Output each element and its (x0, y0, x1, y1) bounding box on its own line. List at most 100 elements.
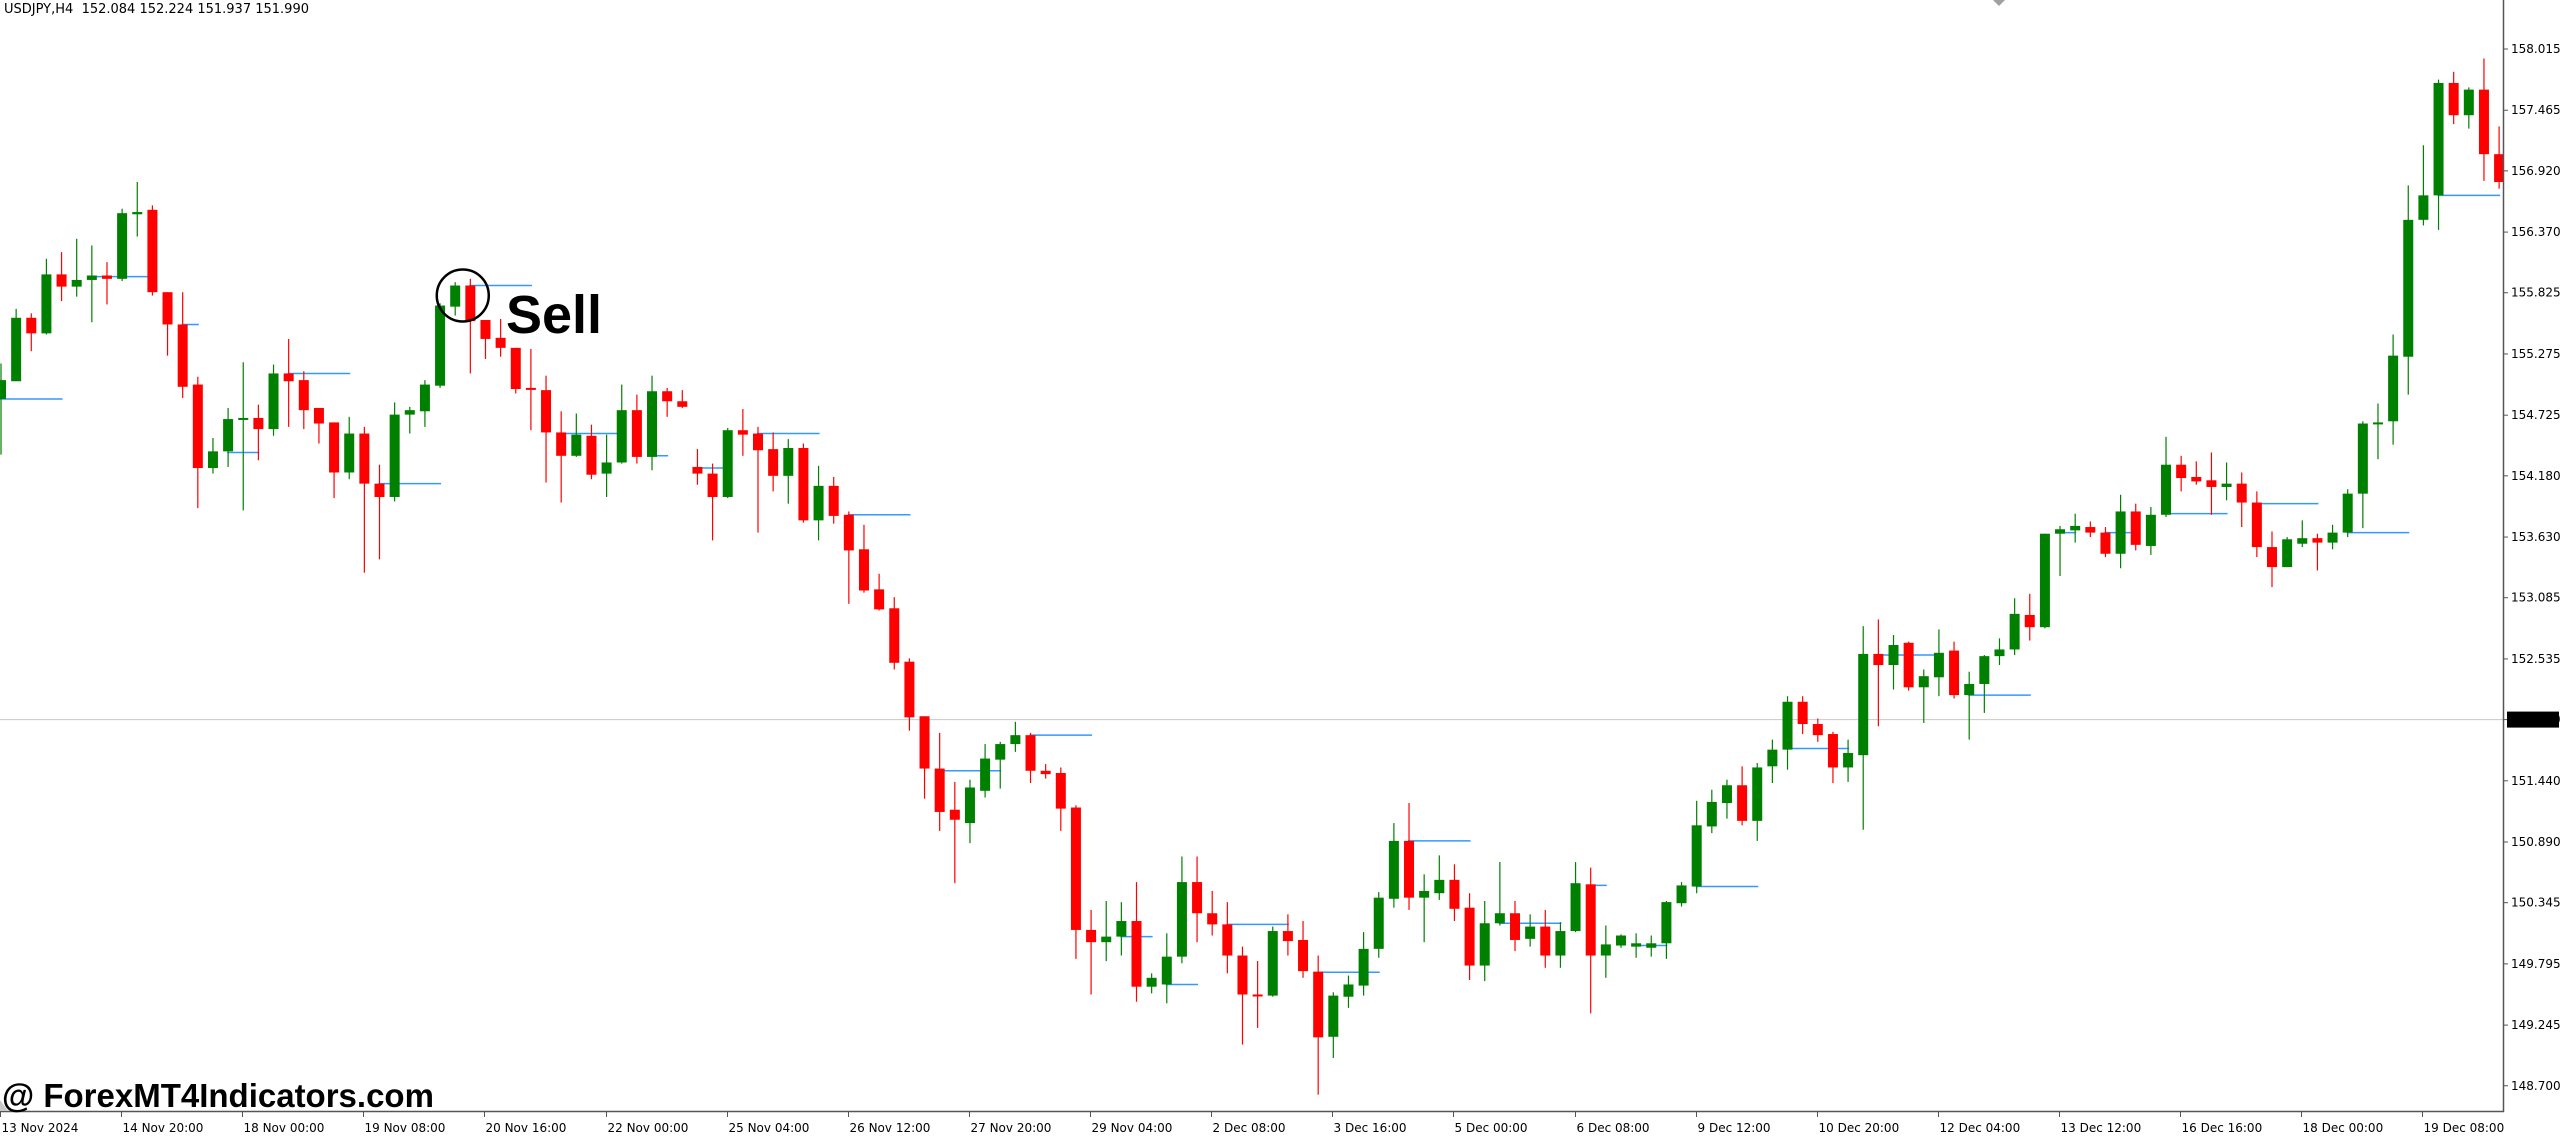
candle-body (2130, 511, 2141, 545)
bull-candle (1600, 925, 1611, 978)
price-tick-label: 154.180 (2511, 469, 2560, 483)
bull-candle (1994, 638, 2005, 666)
candle-body (631, 410, 642, 457)
candle-body (2115, 511, 2126, 554)
candle-body (1979, 656, 1990, 684)
candle-body (1131, 921, 1142, 987)
candle-body (283, 373, 294, 382)
candle-body (359, 433, 370, 484)
candle-body (2236, 483, 2247, 503)
candle-body (374, 483, 385, 497)
candle-body (1267, 931, 1278, 996)
time-tick-label: 25 Nov 04:00 (729, 1121, 810, 1135)
candle-body (949, 809, 960, 820)
time-tick-label: 5 Dec 00:00 (1455, 1121, 1528, 1135)
candle-body (1070, 807, 1081, 930)
candle-body (223, 419, 234, 452)
candle-body (1525, 926, 1536, 939)
bear-candle (374, 464, 385, 560)
candle-body (2418, 195, 2429, 220)
bear-candle (2100, 527, 2111, 558)
candle-body (1585, 884, 1596, 956)
bull-candle (722, 427, 733, 499)
candle-body (1086, 929, 1097, 943)
bull-candle (132, 182, 143, 237)
level-lines (0, 194, 2501, 986)
price-tick-label: 153.630 (2511, 530, 2560, 544)
bull-candle (2070, 513, 2081, 543)
candle-body (2024, 614, 2035, 628)
bull-candle (2388, 334, 2399, 445)
bear-candle (2494, 126, 2505, 189)
bear-candle (949, 781, 960, 884)
bear-candle (2024, 593, 2035, 641)
bull-candle (980, 744, 991, 798)
bear-candle (2191, 461, 2202, 485)
bull-candle (435, 303, 446, 388)
time-tick-label: 14 Nov 20:00 (123, 1121, 204, 1135)
price-tick-label: 152.535 (2511, 652, 2560, 666)
candle-body (344, 433, 355, 473)
bear-candle (753, 426, 763, 533)
candle-body (1010, 735, 1021, 745)
bear-candle (525, 348, 536, 431)
bear-candle (2448, 71, 2459, 125)
candle-body (2372, 422, 2383, 425)
candle-body (1646, 943, 1657, 948)
bear-candle (586, 424, 597, 480)
bull-candle (2282, 537, 2293, 568)
candle-body (1858, 653, 1869, 756)
candle-body (2388, 355, 2399, 422)
candle-body (162, 292, 173, 325)
price-axis: 158.015 157.465 156.920 156.370 155.825 155.2… (2503, 42, 2560, 1093)
candle-body (2206, 480, 2217, 487)
bear-candle (1192, 856, 1203, 943)
bull-candle (41, 258, 52, 335)
bull-candle (71, 238, 82, 297)
bull-candle (11, 308, 22, 382)
bull-candle (601, 434, 612, 497)
candle-body (541, 390, 552, 433)
candle-body (2191, 476, 2202, 482)
candle-body (1570, 883, 1581, 932)
candle-body (1691, 825, 1702, 887)
candle-body (450, 285, 461, 307)
time-tick-label: 20 Nov 16:00 (486, 1121, 567, 1135)
bull-candle (1146, 973, 1157, 994)
candle-body (1343, 984, 1354, 997)
candle-body (874, 589, 885, 610)
bear-candle (1827, 731, 1838, 784)
bear-candle (2267, 531, 2277, 588)
candle-body (1434, 879, 1445, 894)
candle-body (737, 430, 748, 435)
candle-body (56, 274, 67, 287)
bull-candle (1918, 669, 1929, 723)
candle-body (495, 337, 506, 348)
bull-candle (1388, 823, 1399, 908)
bear-candle (495, 318, 506, 357)
bull-candle (1328, 992, 1339, 1058)
bear-candle (798, 443, 809, 523)
candle-body (1661, 902, 1672, 944)
bear-candle (692, 449, 703, 485)
bear-candle (1207, 890, 1218, 936)
candle-body (26, 317, 37, 334)
time-tick-label: 27 Nov 20:00 (971, 1121, 1052, 1135)
chart-shift-marker-icon[interactable] (1993, 0, 2005, 6)
price-tick-label: 155.275 (2511, 347, 2560, 361)
bull-candle (2221, 462, 2232, 501)
price-tick-label: 150.345 (2511, 896, 2560, 910)
candle-body (828, 485, 839, 516)
candle-body (1706, 801, 1717, 827)
bull-candle (1176, 856, 1187, 964)
bull-candle (1661, 901, 1672, 959)
bull-candle (1752, 762, 1763, 841)
candle-body (1025, 735, 1036, 771)
candle-body (1631, 943, 1642, 947)
candle-body (1721, 785, 1732, 804)
time-tick-label: 22 Nov 00:00 (608, 1121, 689, 1135)
bull-candle (1116, 902, 1127, 956)
candle-body (1464, 907, 1475, 966)
candle-body (2070, 525, 2081, 531)
candle-body (1358, 948, 1369, 986)
